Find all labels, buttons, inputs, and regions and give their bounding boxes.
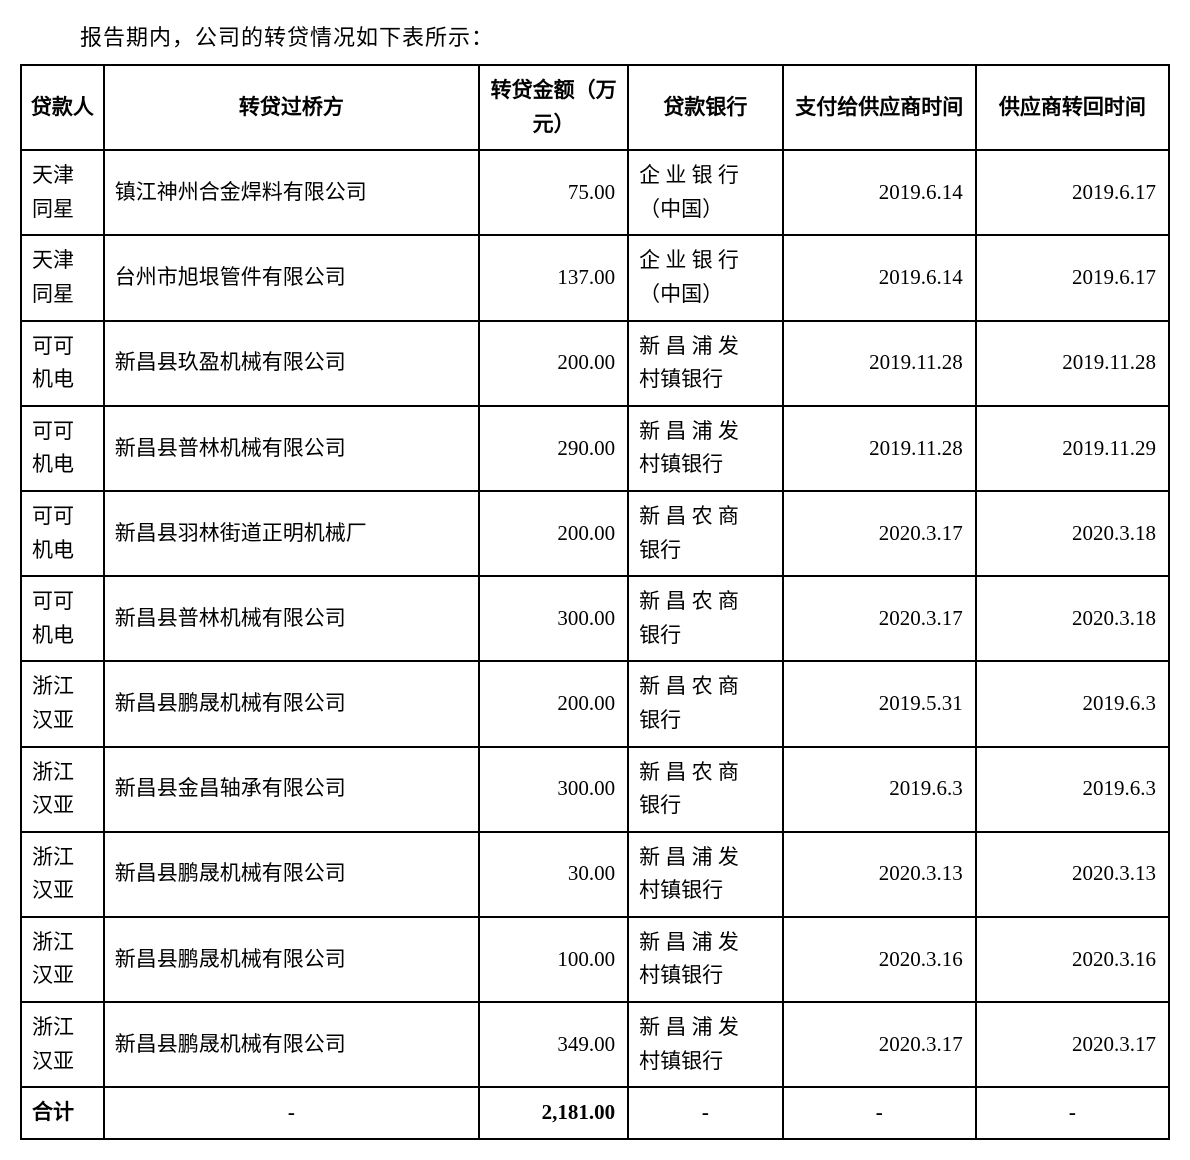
header-returndate: 供应商转回时间 [976, 65, 1169, 150]
cell-returndate: 2019.6.3 [976, 747, 1169, 832]
cell-lender: 浙江汉亚 [21, 917, 104, 1002]
total-bridge: - [104, 1087, 479, 1139]
table-row: 可可机电新昌县羽林街道正明机械厂200.00新 昌 农 商银行2020.3.17… [21, 491, 1169, 576]
cell-lender: 可可机电 [21, 321, 104, 406]
cell-amount: 349.00 [479, 1002, 628, 1087]
table-row: 浙江汉亚新昌县鹏晟机械有限公司30.00新 昌 浦 发村镇银行2020.3.13… [21, 832, 1169, 917]
cell-lender: 浙江汉亚 [21, 661, 104, 746]
cell-amount: 75.00 [479, 150, 628, 235]
cell-amount: 200.00 [479, 321, 628, 406]
cell-bank: 新 昌 农 商银行 [628, 576, 783, 661]
cell-lender: 天津同星 [21, 150, 104, 235]
intro-text: 报告期内，公司的转贷情况如下表所示： [80, 20, 1170, 52]
cell-bridge: 新昌县羽林街道正明机械厂 [104, 491, 479, 576]
table-row: 浙江汉亚新昌县金昌轴承有限公司300.00新 昌 农 商银行2019.6.320… [21, 747, 1169, 832]
cell-bridge: 新昌县鹏晟机械有限公司 [104, 832, 479, 917]
table-row: 天津同星台州市旭垠管件有限公司137.00企 业 银 行（中国）2019.6.1… [21, 235, 1169, 320]
cell-bank: 新 昌 农 商银行 [628, 661, 783, 746]
cell-bank: 新 昌 农 商银行 [628, 491, 783, 576]
total-paydate: - [783, 1087, 976, 1139]
cell-returndate: 2020.3.18 [976, 491, 1169, 576]
table-row: 浙江汉亚新昌县鹏晟机械有限公司100.00新 昌 浦 发村镇银行2020.3.1… [21, 917, 1169, 1002]
total-amount: 2,181.00 [479, 1087, 628, 1139]
cell-paydate: 2020.3.16 [783, 917, 976, 1002]
cell-paydate: 2020.3.17 [783, 491, 976, 576]
cell-lender: 浙江汉亚 [21, 747, 104, 832]
cell-paydate: 2019.6.14 [783, 150, 976, 235]
total-label: 合计 [21, 1087, 104, 1139]
header-bank: 贷款银行 [628, 65, 783, 150]
cell-amount: 300.00 [479, 747, 628, 832]
cell-amount: 30.00 [479, 832, 628, 917]
table-row: 可可机电新昌县普林机械有限公司300.00新 昌 农 商银行2020.3.172… [21, 576, 1169, 661]
cell-paydate: 2019.5.31 [783, 661, 976, 746]
cell-bank: 新 昌 农 商银行 [628, 747, 783, 832]
cell-amount: 200.00 [479, 661, 628, 746]
cell-returndate: 2019.11.28 [976, 321, 1169, 406]
header-paydate: 支付给供应商时间 [783, 65, 976, 150]
cell-paydate: 2020.3.17 [783, 1002, 976, 1087]
table-row: 浙江汉亚新昌县鹏晟机械有限公司200.00新 昌 农 商银行2019.5.312… [21, 661, 1169, 746]
cell-paydate: 2020.3.13 [783, 832, 976, 917]
cell-bank: 新 昌 浦 发村镇银行 [628, 321, 783, 406]
cell-amount: 137.00 [479, 235, 628, 320]
cell-bridge: 新昌县鹏晟机械有限公司 [104, 1002, 479, 1087]
cell-returndate: 2020.3.13 [976, 832, 1169, 917]
cell-paydate: 2020.3.17 [783, 576, 976, 661]
cell-amount: 100.00 [479, 917, 628, 1002]
header-bridge: 转贷过桥方 [104, 65, 479, 150]
table-row: 浙江汉亚新昌县鹏晟机械有限公司349.00新 昌 浦 发村镇银行2020.3.1… [21, 1002, 1169, 1087]
cell-returndate: 2019.6.3 [976, 661, 1169, 746]
cell-returndate: 2019.6.17 [976, 150, 1169, 235]
table-row: 天津同星镇江神州合金焊料有限公司75.00企 业 银 行（中国）2019.6.1… [21, 150, 1169, 235]
cell-lender: 可可机电 [21, 406, 104, 491]
table-row: 可可机电新昌县玖盈机械有限公司200.00新 昌 浦 发村镇银行2019.11.… [21, 321, 1169, 406]
cell-bridge: 新昌县普林机械有限公司 [104, 406, 479, 491]
cell-paydate: 2019.6.3 [783, 747, 976, 832]
table-row: 可可机电新昌县普林机械有限公司290.00新 昌 浦 发村镇银行2019.11.… [21, 406, 1169, 491]
cell-returndate: 2019.6.17 [976, 235, 1169, 320]
cell-bridge: 台州市旭垠管件有限公司 [104, 235, 479, 320]
cell-lender: 浙江汉亚 [21, 1002, 104, 1087]
cell-bridge: 新昌县鹏晟机械有限公司 [104, 917, 479, 1002]
header-amount: 转贷金额（万元） [479, 65, 628, 150]
cell-bridge: 新昌县玖盈机械有限公司 [104, 321, 479, 406]
cell-bank: 新 昌 浦 发村镇银行 [628, 917, 783, 1002]
cell-bank: 新 昌 浦 发村镇银行 [628, 1002, 783, 1087]
cell-amount: 300.00 [479, 576, 628, 661]
loan-table: 贷款人 转贷过桥方 转贷金额（万元） 贷款银行 支付给供应商时间 供应商转回时间… [20, 64, 1170, 1140]
total-bank: - [628, 1087, 783, 1139]
cell-lender: 浙江汉亚 [21, 832, 104, 917]
cell-paydate: 2019.11.28 [783, 321, 976, 406]
cell-returndate: 2020.3.17 [976, 1002, 1169, 1087]
total-returndate: - [976, 1087, 1169, 1139]
cell-bridge: 镇江神州合金焊料有限公司 [104, 150, 479, 235]
cell-lender: 天津同星 [21, 235, 104, 320]
cell-lender: 可可机电 [21, 576, 104, 661]
cell-amount: 200.00 [479, 491, 628, 576]
cell-paydate: 2019.6.14 [783, 235, 976, 320]
cell-bank: 企 业 银 行（中国） [628, 235, 783, 320]
cell-bridge: 新昌县金昌轴承有限公司 [104, 747, 479, 832]
cell-returndate: 2019.11.29 [976, 406, 1169, 491]
cell-paydate: 2019.11.28 [783, 406, 976, 491]
cell-returndate: 2020.3.16 [976, 917, 1169, 1002]
cell-bridge: 新昌县普林机械有限公司 [104, 576, 479, 661]
cell-amount: 290.00 [479, 406, 628, 491]
cell-bank: 新 昌 浦 发村镇银行 [628, 406, 783, 491]
cell-bank: 新 昌 浦 发村镇银行 [628, 832, 783, 917]
table-header-row: 贷款人 转贷过桥方 转贷金额（万元） 贷款银行 支付给供应商时间 供应商转回时间 [21, 65, 1169, 150]
header-lender: 贷款人 [21, 65, 104, 150]
cell-returndate: 2020.3.18 [976, 576, 1169, 661]
cell-bank: 企 业 银 行（中国） [628, 150, 783, 235]
cell-lender: 可可机电 [21, 491, 104, 576]
table-total-row: 合计-2,181.00--- [21, 1087, 1169, 1139]
cell-bridge: 新昌县鹏晟机械有限公司 [104, 661, 479, 746]
